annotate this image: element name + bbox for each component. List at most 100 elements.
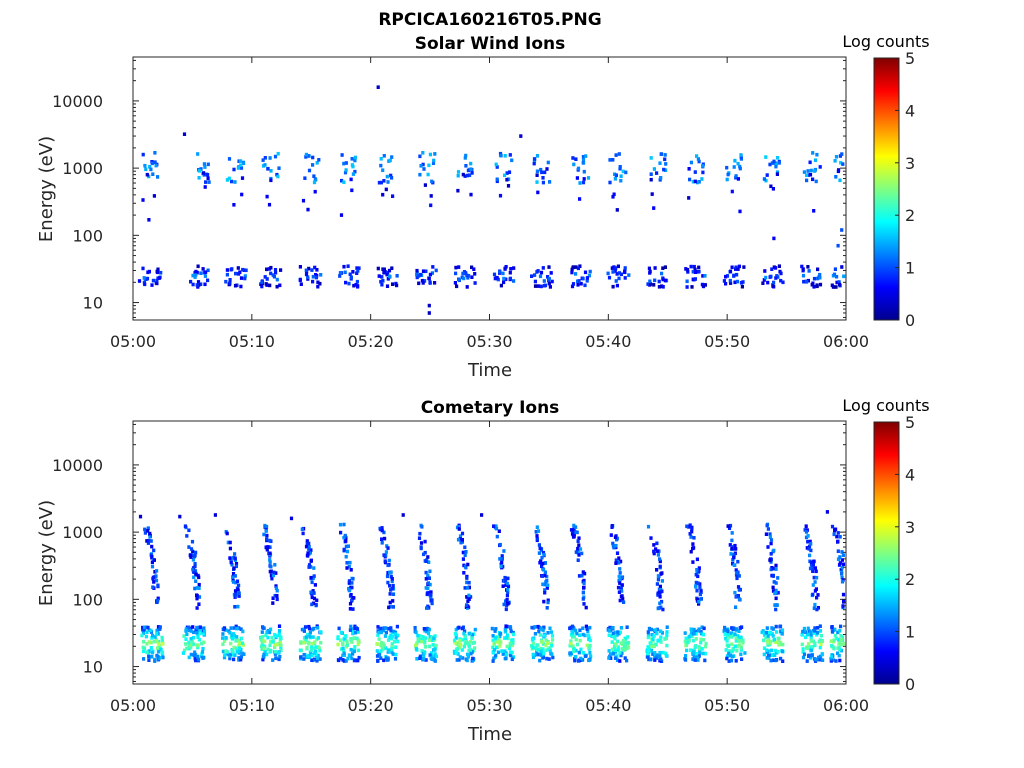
data-cell [761,281,765,285]
data-cell [544,638,548,642]
data-cell [350,656,354,661]
data-cell [427,303,431,308]
data-cell [268,643,272,648]
cometary-y-label: Energy (eV) [36,500,57,606]
data-cell [466,276,470,280]
data-cell [504,628,508,632]
data-cell [189,555,193,559]
data-cell [689,549,693,554]
data-cell [652,283,656,287]
data-cell [808,539,812,544]
data-cell [391,605,395,609]
data-cell [815,607,819,612]
data-cell [584,624,588,629]
data-cell [764,155,768,159]
data-cell [319,273,323,277]
data-cell [613,656,618,660]
data-cell [278,641,282,645]
data-cell [425,591,430,595]
data-cell [811,569,815,573]
data-cell [833,633,837,638]
data-cell [684,643,689,647]
data-cell [201,646,205,651]
data-cell [269,573,273,578]
data-cell [494,526,499,531]
data-cell [531,655,535,660]
data-cell [158,625,162,629]
data-cell [195,625,199,630]
data-cell [307,626,312,631]
data-cell [609,656,613,660]
data-cell [809,168,813,173]
data-cell [804,524,808,528]
data-cell [417,274,421,278]
data-cell [806,534,810,538]
data-cell [723,625,727,630]
data-cell [616,645,620,649]
data-cell [233,552,237,556]
data-cell [467,641,471,645]
data-cell [808,172,813,177]
data-cell [699,629,703,634]
data-cell [160,635,164,640]
data-cell [838,555,842,560]
data-cell [348,607,352,611]
data-cell [270,576,274,581]
cometary-x-label: Time [467,724,512,745]
data-cell [387,558,391,563]
data-cell [694,584,698,588]
data-cell [235,635,239,639]
data-cell [839,568,843,572]
data-cell [277,657,281,662]
data-cell [452,638,457,643]
data-cell [196,264,200,269]
data-cell [469,595,473,599]
data-cell [578,181,582,185]
data-cell [654,547,658,551]
data-cell [428,152,432,157]
data-cell [357,639,361,644]
data-cell [732,555,736,560]
data-cell [809,630,813,634]
data-cell [576,551,580,555]
data-cell [140,633,144,638]
data-cell [618,598,622,603]
data-cell [574,628,578,633]
data-cell [689,535,693,539]
data-cell [611,270,615,274]
data-cell [649,648,654,653]
data-cell [460,648,464,652]
data-cell [805,173,809,177]
data-cell [189,629,193,633]
data-cell [583,633,587,638]
data-cell [542,567,546,572]
data-cell [739,635,743,640]
data-cell [150,283,154,287]
data-cell [764,275,768,280]
data-cell [728,543,732,547]
data-cell [695,588,699,593]
data-cell [356,658,360,663]
data-cell [769,538,774,542]
data-cell [158,627,162,631]
data-cell [213,513,217,517]
data-cell [233,593,237,597]
data-cell [275,588,279,593]
data-cell [349,647,353,652]
data-cell [268,156,272,160]
data-cell [581,276,585,281]
data-cell [830,643,834,648]
data-cell [428,638,432,642]
data-cell [613,644,617,649]
data-cell [540,170,544,175]
data-cell [225,268,229,272]
data-cell [310,658,314,662]
data-cell [149,539,153,543]
data-cell [837,563,842,567]
data-cell [151,172,155,176]
data-cell [279,635,283,639]
data-cell [380,541,384,545]
data-cell [807,629,811,633]
data-cell [806,173,810,177]
data-cell [646,630,650,634]
